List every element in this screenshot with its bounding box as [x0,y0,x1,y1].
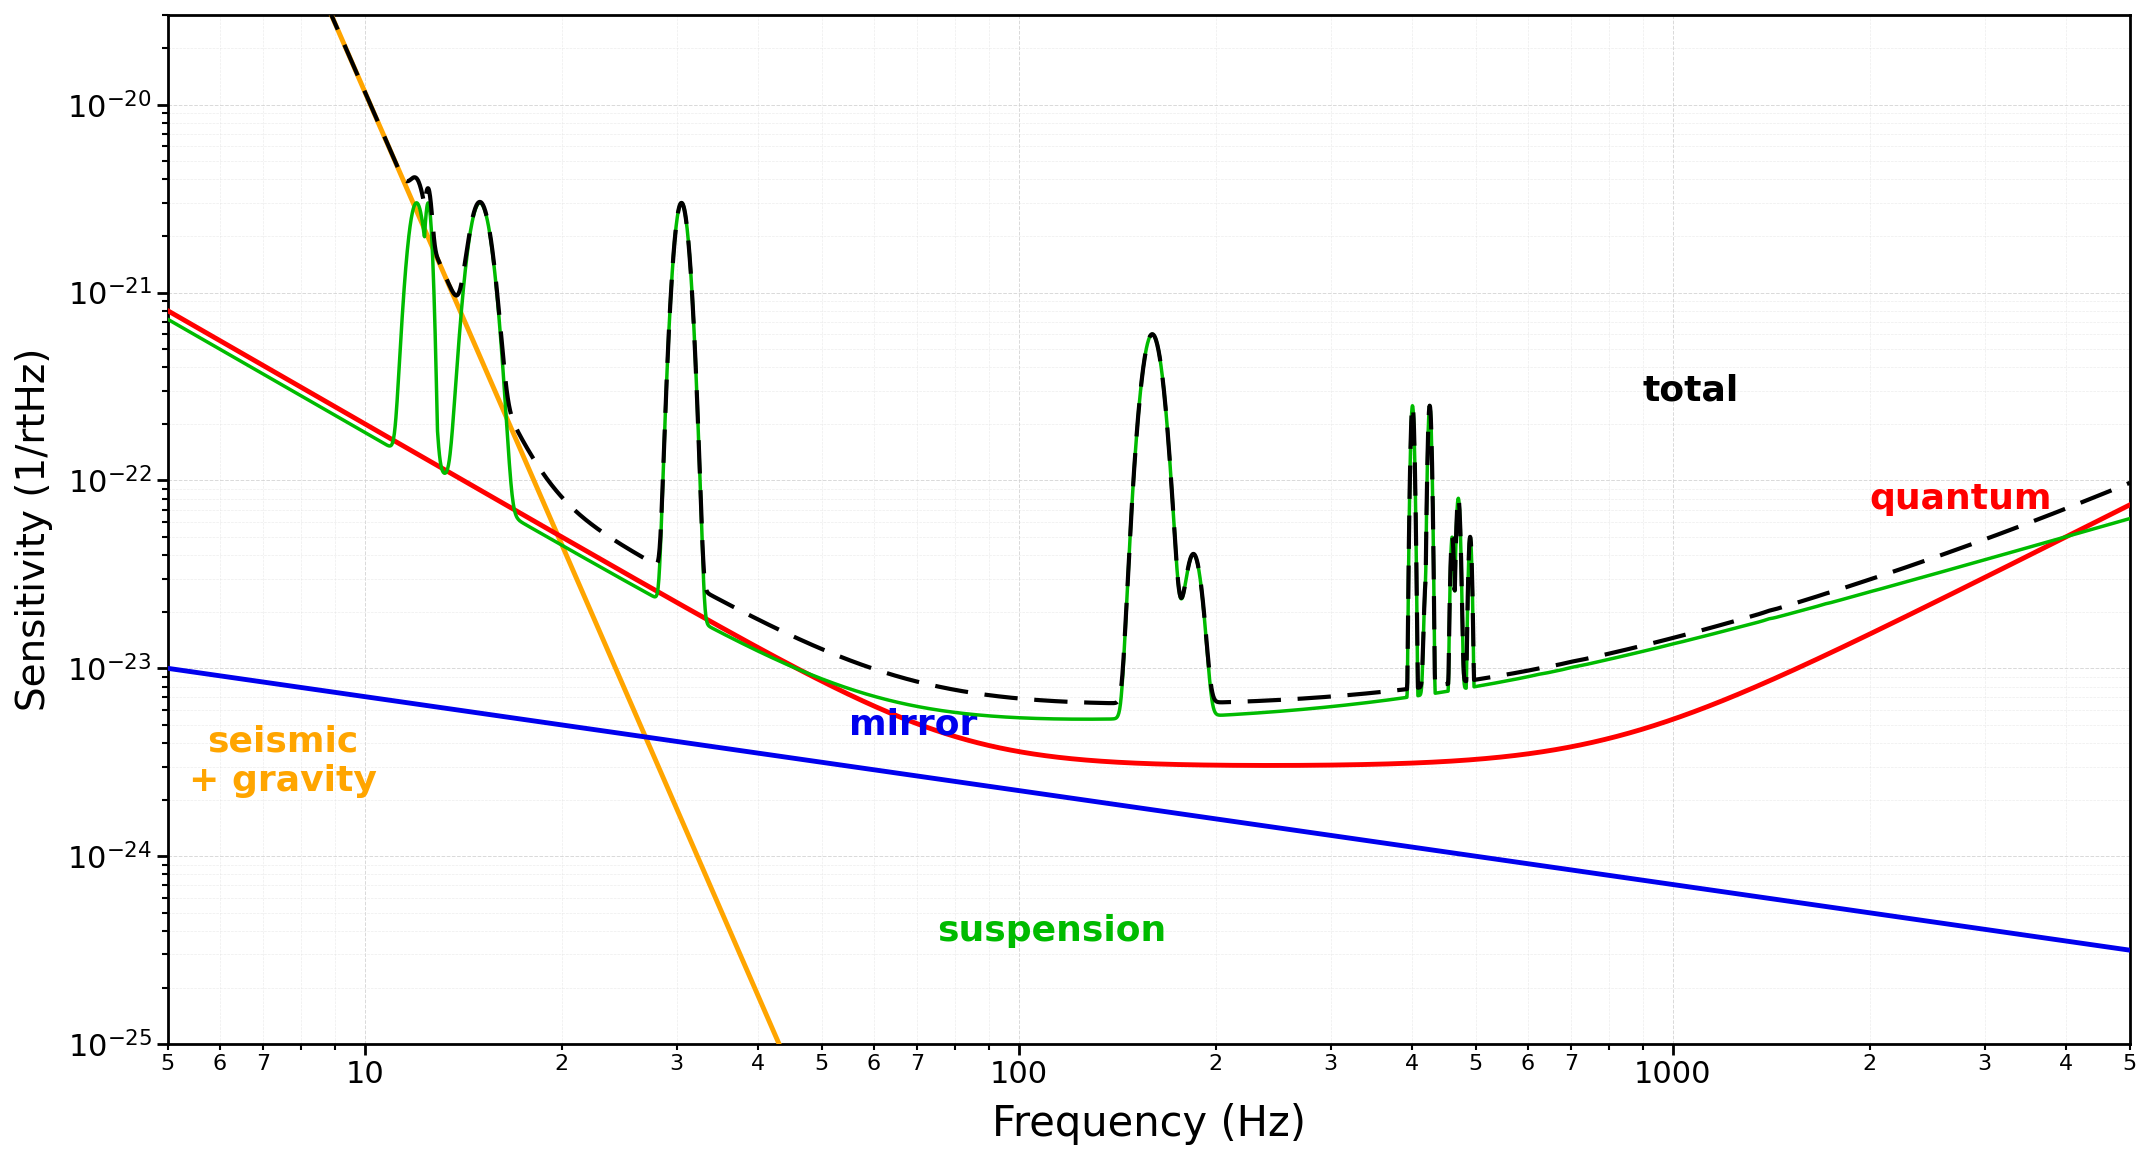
Text: total: total [1642,374,1739,408]
Text: quantum: quantum [1870,481,2053,516]
Text: suspension: suspension [936,914,1166,948]
X-axis label: Frequency (Hz): Frequency (Hz) [992,1103,1306,1145]
Text: seismic
+ gravity: seismic + gravity [189,725,377,798]
Y-axis label: Sensitivity (1/rtHz): Sensitivity (1/rtHz) [15,348,54,711]
Text: mirror: mirror [848,708,977,742]
